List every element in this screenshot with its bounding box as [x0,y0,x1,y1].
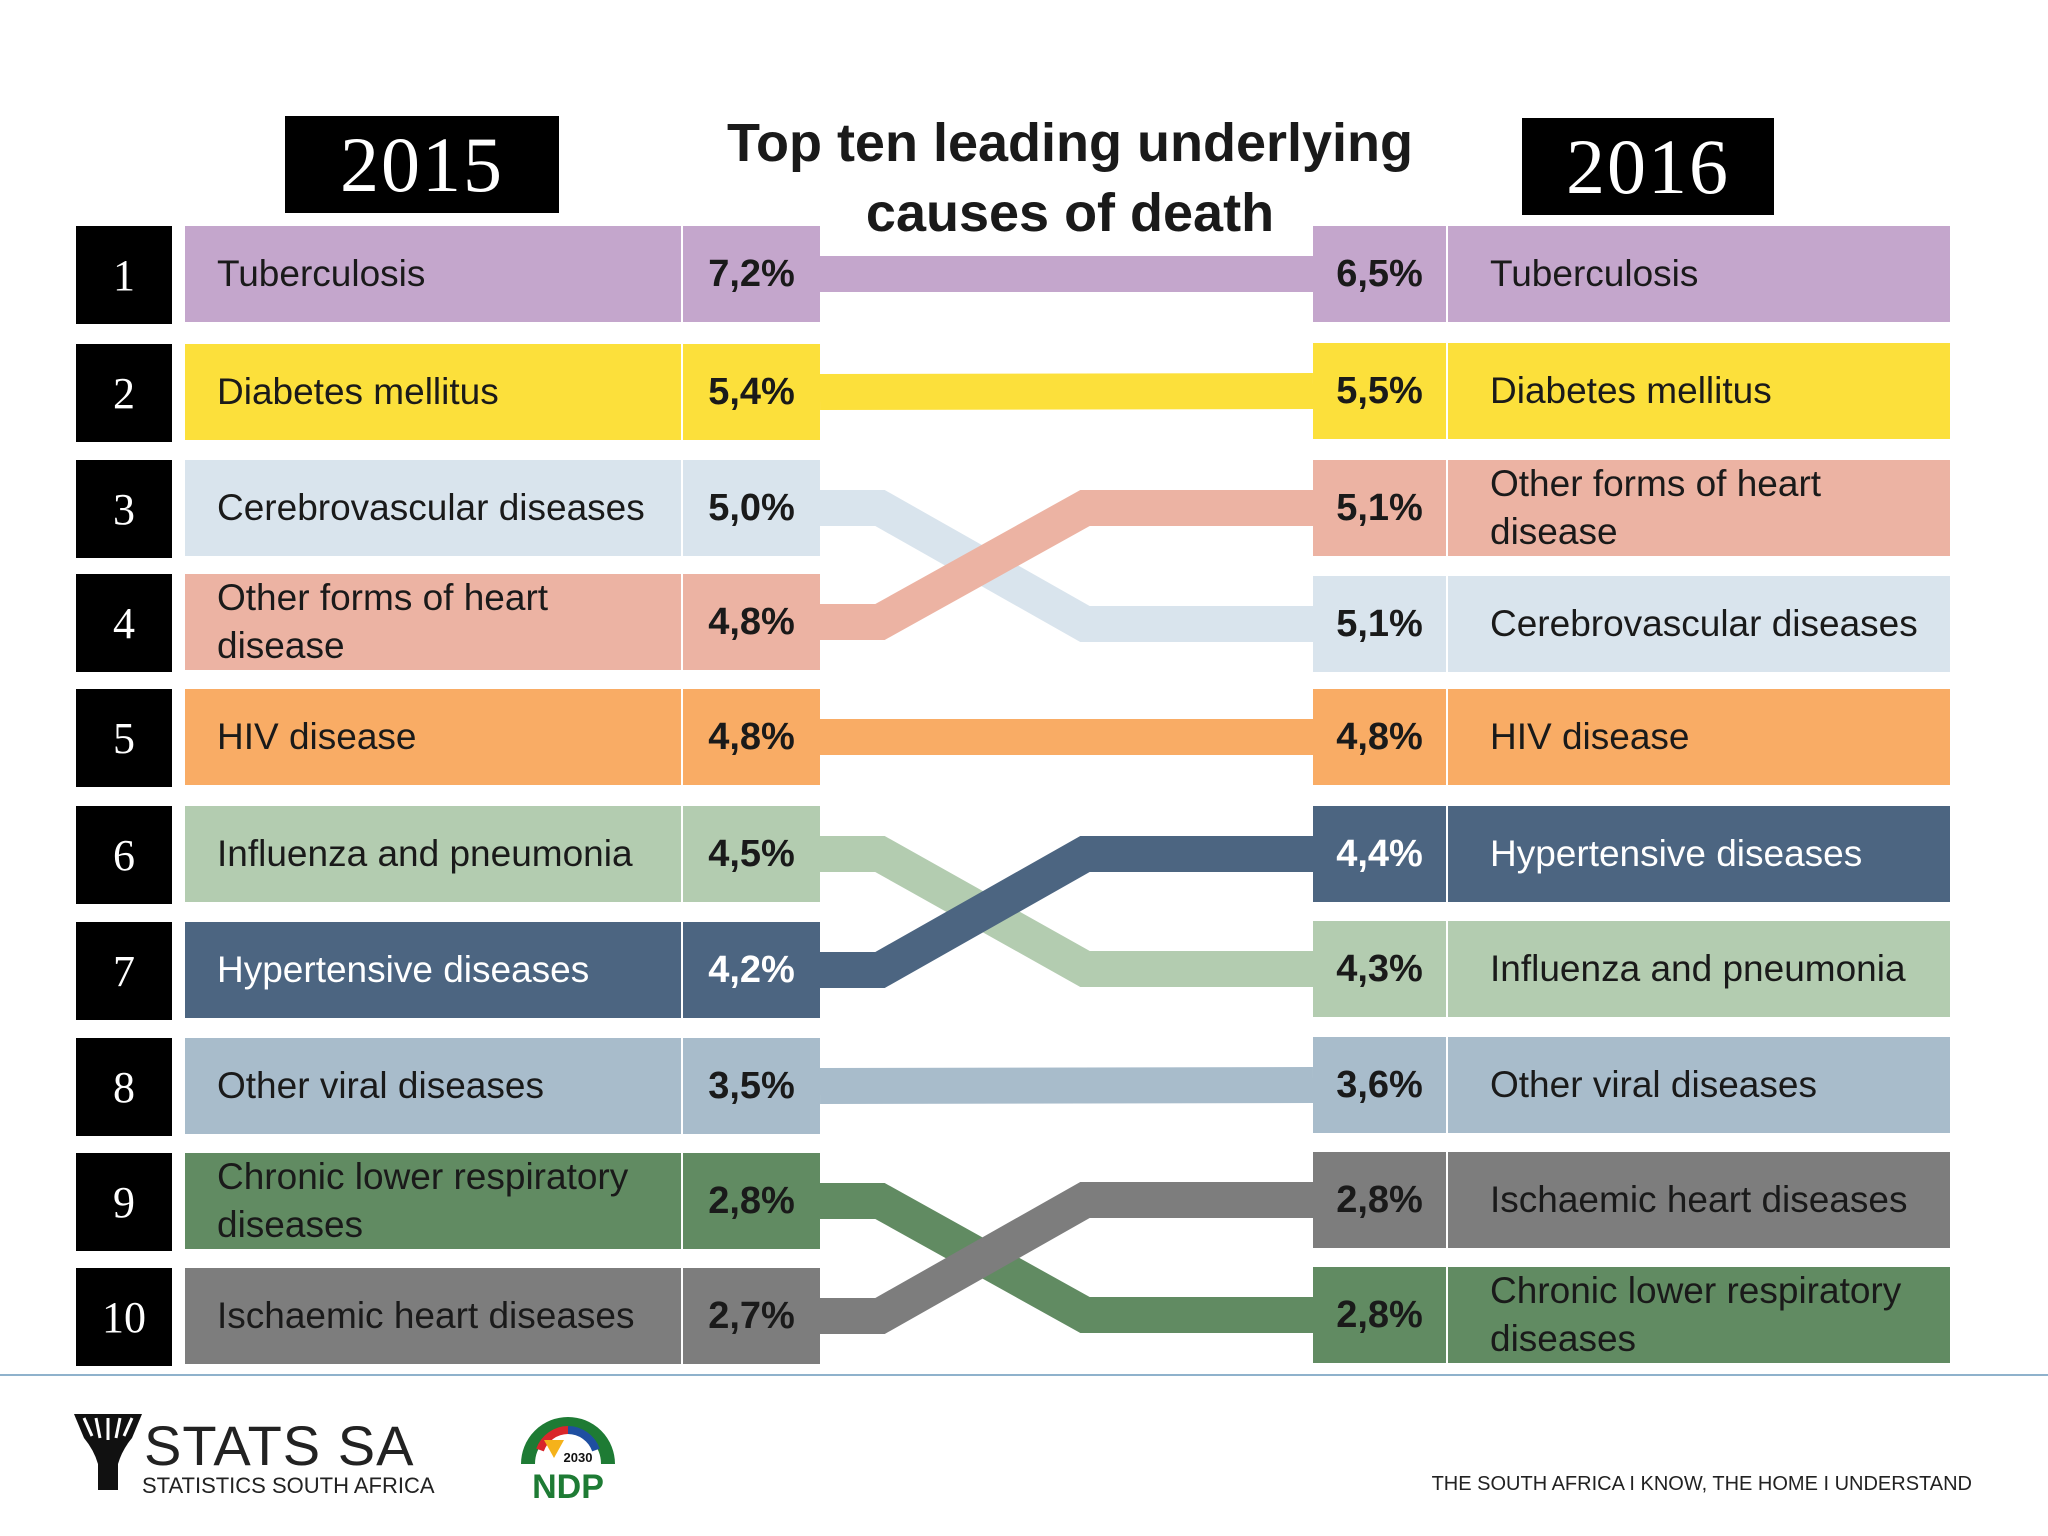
cause-percent-2015: 5,0% [683,460,820,556]
cause-percent-2016: 2,8% [1313,1152,1446,1248]
ndp-text: NDP [532,1468,604,1506]
cause-percent-2016: 6,5% [1313,226,1446,322]
rank-box: 10 [76,1268,172,1366]
cause-percent-2016: 5,5% [1313,343,1446,439]
rank-box: 3 [76,460,172,558]
stats-sa-logo-icon [74,1414,142,1490]
cause-percent-2016: 5,1% [1313,576,1446,672]
cause-label-2016: HIV disease [1448,689,1950,785]
cause-percent-2016: 5,1% [1313,460,1446,556]
cause-label-2015: Cerebrovascular diseases [185,460,681,556]
cause-label-2016: Diabetes mellitus [1448,343,1950,439]
ndp-flag-yellow [544,1440,564,1458]
rank-box: 2 [76,344,172,442]
cause-percent-2016: 3,6% [1313,1037,1446,1133]
rank-box: 7 [76,922,172,1020]
cause-percent-2016: 4,8% [1313,689,1446,785]
cause-percent-2015: 2,7% [683,1268,820,1364]
cause-label-2016: Other forms of heart disease [1448,460,1950,556]
cause-percent-2016: 2,8% [1313,1267,1446,1363]
cause-percent-2016: 4,4% [1313,806,1446,902]
cause-percent-2016: 4,3% [1313,921,1446,1017]
cause-label-2016: Ischaemic heart diseases [1448,1152,1950,1248]
flow-band-hypertensive [820,836,1313,988]
cause-percent-2015: 3,5% [683,1038,820,1134]
flow-band-viral [819,1067,1314,1104]
cause-label-2016: Tuberculosis [1448,226,1950,322]
chart-title: Top ten leading underlying causes of dea… [660,108,1480,248]
cause-percent-2015: 2,8% [683,1153,820,1249]
cause-percent-2015: 7,2% [683,226,820,322]
ndp-2030-logo: 2030 NDP [521,1417,615,1506]
cause-percent-2015: 4,5% [683,806,820,902]
cause-label-2015: Hypertensive diseases [185,922,681,1018]
cause-label-2016: Cerebrovascular diseases [1448,576,1950,672]
rank-box: 1 [76,226,172,324]
rank-box: 5 [76,689,172,787]
chart-title-line2: causes of death [865,183,1275,243]
cause-percent-2015: 4,8% [683,689,820,785]
cause-label-2015: Influenza and pneumonia [185,806,681,902]
ndp-arc-red [536,1426,569,1452]
cause-percent-2015: 4,8% [683,574,820,670]
cause-label-2016: Influenza and pneumonia [1448,921,1950,1017]
rank-box: 8 [76,1038,172,1136]
cause-percent-2015: 5,4% [683,344,820,440]
stats-sa-name: STATS SA [144,1414,415,1477]
cause-label-2015: Ischaemic heart diseases [185,1268,681,1364]
cause-label-2016: Hypertensive diseases [1448,806,1950,902]
rank-box: 4 [76,574,172,672]
ndp-arc-green [521,1417,615,1465]
cause-label-2015: HIV disease [185,689,681,785]
footer-tagline: THE SOUTH AFRICA I KNOW, THE HOME I UNDE… [1431,1473,1972,1495]
cause-label-2015: Other viral diseases [185,1038,681,1134]
flow-band-ischaemic [820,1182,1313,1334]
flow-band-heart_other [820,490,1313,640]
cause-label-2015: Chronic lower respiratory diseases [185,1153,681,1249]
year-2016-label: 2016 [1522,118,1774,215]
rank-box: 6 [76,806,172,904]
cause-label-2016: Chronic lower respiratory diseases [1448,1267,1950,1363]
flow-band-diabetes [819,373,1314,410]
year-2015-label: 2015 [285,116,559,213]
chart-title-line1: Top ten leading underlying [727,113,1413,173]
rank-box: 9 [76,1153,172,1251]
ndp-year: 2030 [564,1450,593,1465]
stats-sa-subtitle: STATISTICS SOUTH AFRICA [142,1473,435,1498]
cause-label-2015: Tuberculosis [185,226,681,322]
footer-divider [0,1374,2048,1376]
cause-label-2016: Other viral diseases [1448,1037,1950,1133]
cause-percent-2015: 4,2% [683,922,820,1018]
ndp-arc-blue [567,1426,600,1452]
cause-label-2015: Other forms of heart disease [185,574,681,670]
cause-label-2015: Diabetes mellitus [185,344,681,440]
